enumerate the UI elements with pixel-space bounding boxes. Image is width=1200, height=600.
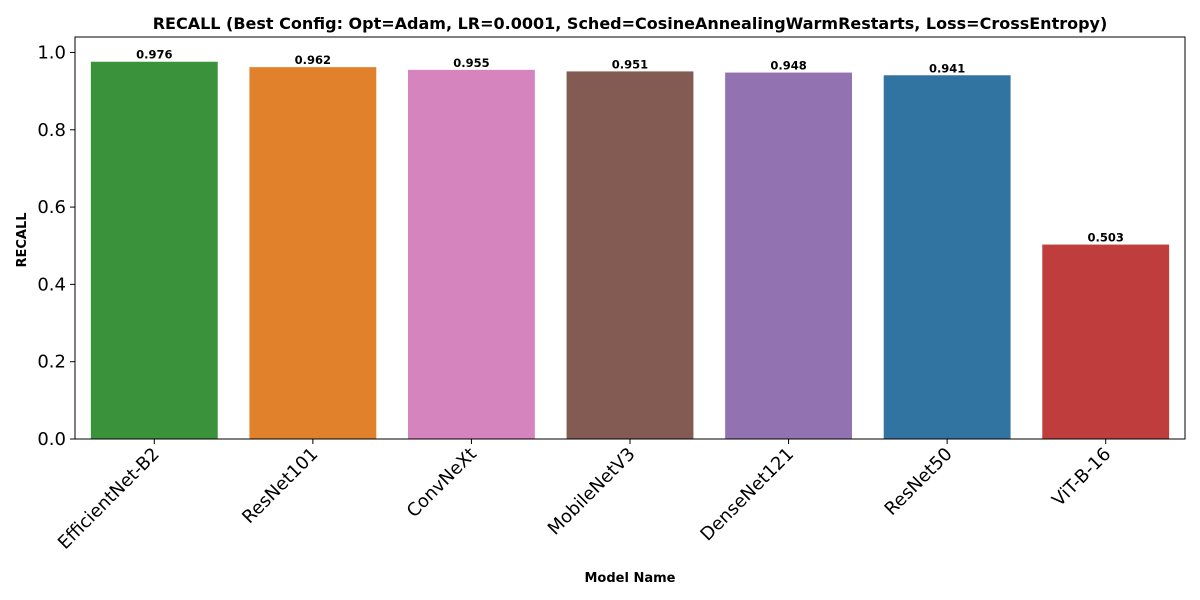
bar-resnet50 bbox=[883, 75, 1011, 440]
bar-vit-b-16 bbox=[1042, 244, 1170, 439]
data-label: 0.941 bbox=[929, 61, 965, 75]
x-tick-label: ConvNeXt bbox=[403, 444, 481, 522]
data-label: 0.503 bbox=[1088, 231, 1124, 245]
data-labels-group: 0.976 0.962 0.955 0.951 0.948 0.941 0.503 bbox=[136, 48, 1124, 245]
y-tick-label: 0.4 bbox=[37, 274, 66, 295]
x-axis: EfficientNet-B2 ResNet101 ConvNeXt MobileNe… bbox=[54, 439, 1115, 554]
x-tick-label: ResNet101 bbox=[238, 444, 322, 528]
y-axis-label: RECALL bbox=[15, 212, 30, 267]
y-tick-label: 1.0 bbox=[37, 42, 66, 63]
data-label: 0.962 bbox=[295, 53, 331, 67]
chart-title: RECALL (Best Config: Opt=Adam, LR=0.0001… bbox=[153, 14, 1108, 33]
y-tick-label: 0.0 bbox=[37, 429, 66, 450]
data-label: 0.951 bbox=[612, 57, 648, 71]
y-tick-label: 0.8 bbox=[37, 120, 66, 141]
data-label: 0.955 bbox=[453, 56, 489, 70]
bars-group bbox=[90, 61, 1170, 440]
bar-mobilenetv3 bbox=[566, 71, 694, 440]
x-tick-label: MobileNetV3 bbox=[544, 444, 640, 540]
plot-frame bbox=[74, 36, 1186, 440]
bar-convnext bbox=[408, 69, 535, 439]
y-tick-label: 0.6 bbox=[37, 197, 66, 218]
data-label: 0.976 bbox=[136, 48, 172, 62]
bar-resnet101 bbox=[249, 67, 377, 440]
x-axis-label: Model Name bbox=[585, 571, 676, 586]
x-tick-label: ResNet50 bbox=[881, 444, 957, 520]
bar-efficientnet-b2 bbox=[90, 61, 218, 439]
bar-densenet121 bbox=[725, 72, 852, 440]
x-tick-label: ViT-B-16 bbox=[1048, 444, 1115, 511]
y-axis: 0.0 0.2 0.4 0.6 0.8 1.0 bbox=[37, 42, 75, 450]
y-tick-label: 0.2 bbox=[37, 352, 66, 373]
data-label: 0.948 bbox=[770, 59, 806, 73]
x-tick-label: DenseNet121 bbox=[696, 444, 798, 546]
x-tick-label: EfficientNet-B2 bbox=[54, 444, 164, 554]
